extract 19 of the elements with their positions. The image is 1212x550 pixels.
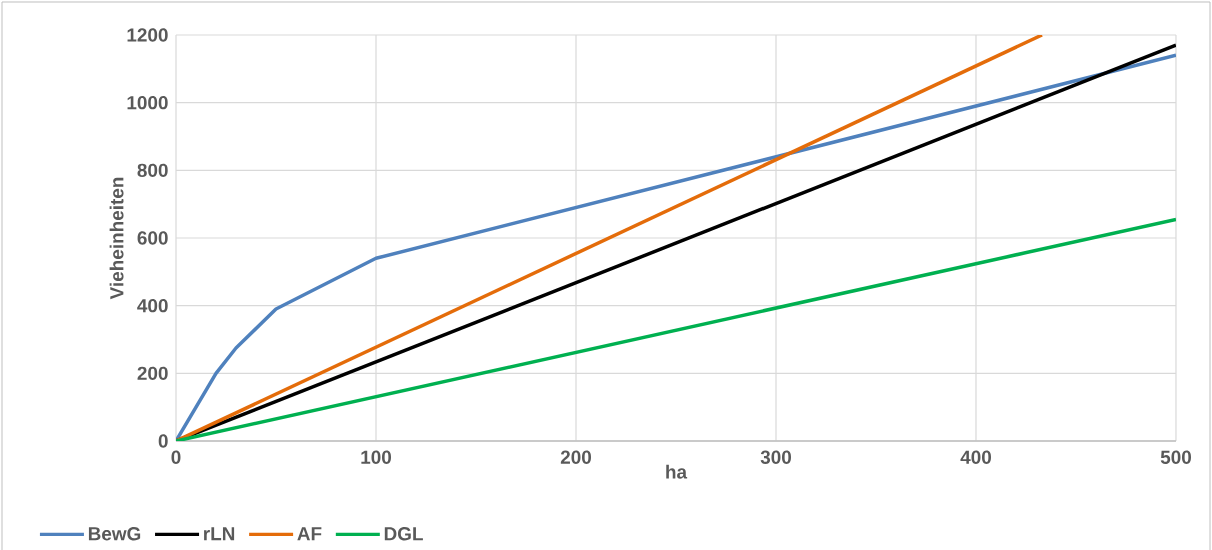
legend-label: AF — [297, 527, 322, 541]
y-tick-label: 600 — [137, 231, 168, 245]
y-tick-label: 1200 — [127, 28, 168, 42]
y-axis-title: Vieheinheiten — [109, 177, 124, 300]
y-tick-label: 400 — [137, 298, 168, 313]
x-tick-label: 200 — [560, 450, 591, 464]
x-tick-label: 300 — [760, 450, 791, 464]
x-tick-label: 100 — [361, 450, 392, 464]
x-tick-label: 400 — [960, 450, 991, 464]
legend-label: DGL — [384, 527, 423, 541]
y-tick-label: 800 — [137, 163, 168, 178]
legend-label: BewG — [88, 527, 141, 541]
x-tick-label: 0 — [171, 450, 181, 464]
x-tick-label: 500 — [1160, 450, 1191, 464]
y-tick-label: 200 — [137, 366, 168, 381]
x-axis-title: ha — [666, 464, 688, 479]
y-tick-label: 0 — [158, 434, 168, 448]
y-tick-label: 1000 — [127, 95, 168, 110]
legend-label: rLN — [204, 527, 235, 541]
